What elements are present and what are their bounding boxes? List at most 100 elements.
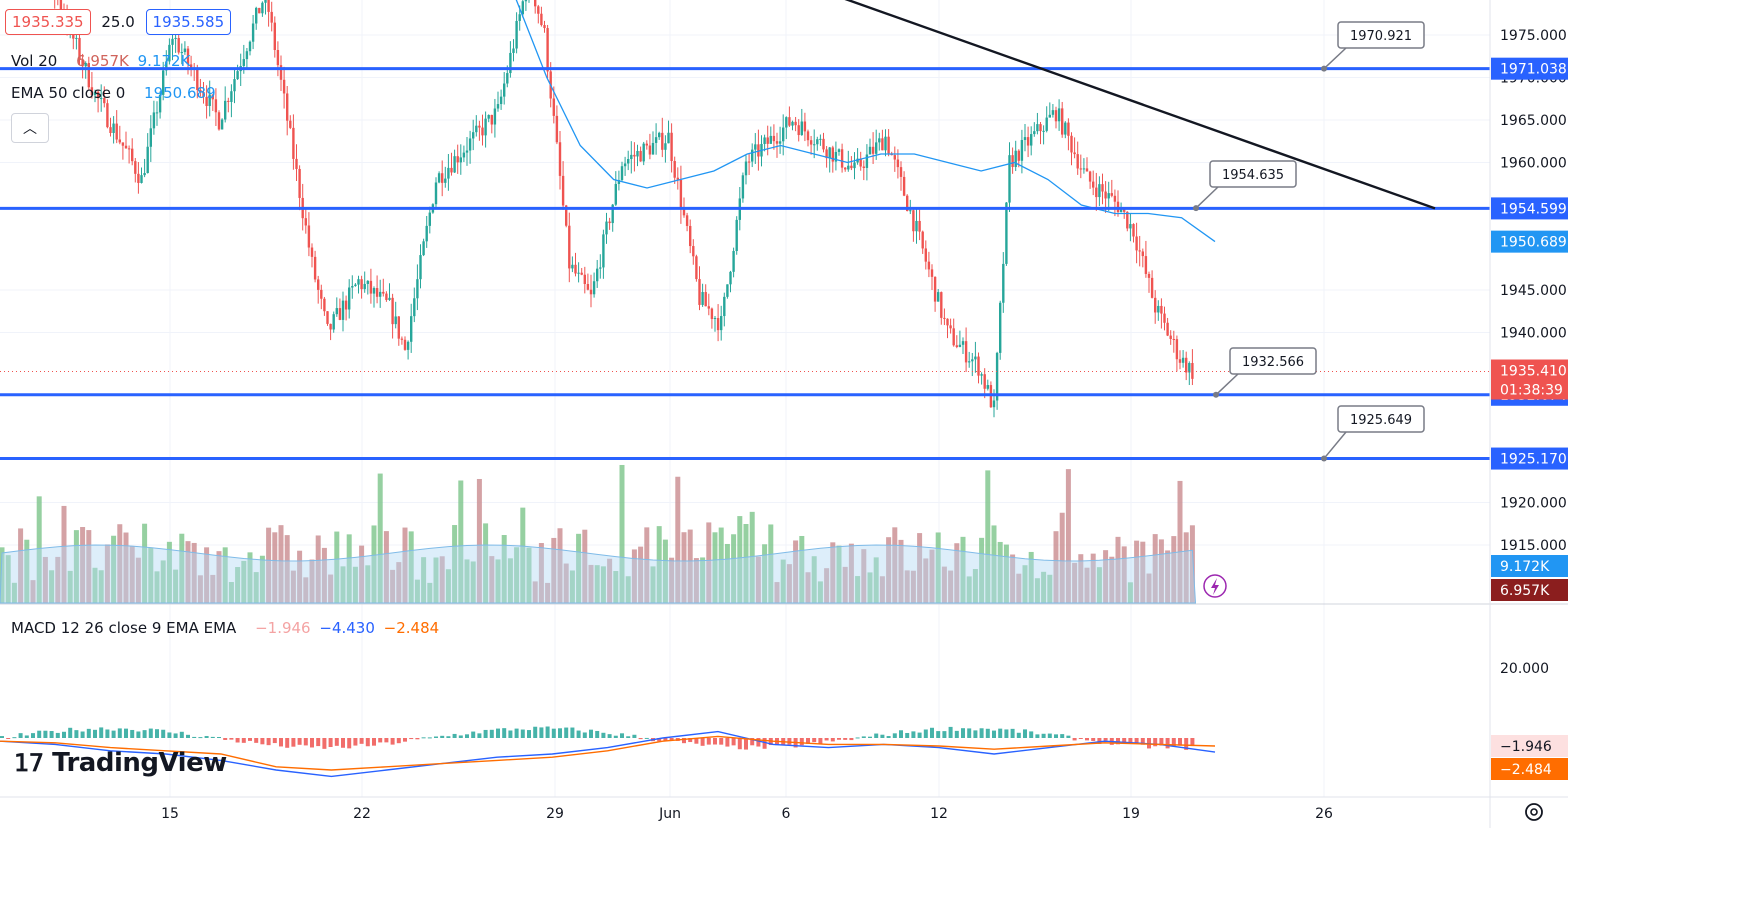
candle-body <box>115 123 118 140</box>
candle-body <box>933 276 937 302</box>
time-axis[interactable]: 15 22 29 Jun 6 12 19 26 <box>161 806 1333 822</box>
candle-body <box>1061 108 1064 135</box>
macd-hist-bar <box>409 738 414 740</box>
candle <box>642 141 645 166</box>
candle <box>1095 172 1098 211</box>
candle-body <box>1129 224 1132 229</box>
candle <box>918 209 921 241</box>
candle <box>763 134 766 152</box>
candle-body <box>800 121 803 136</box>
candle-body <box>692 246 695 257</box>
candle-body <box>242 59 245 67</box>
lightning-icon[interactable] <box>1203 574 1227 598</box>
candle-body <box>605 221 608 235</box>
bid-price[interactable]: 1935.335 <box>5 9 91 35</box>
volume-bar <box>966 576 972 603</box>
macd-hist-bar <box>483 729 488 738</box>
volume-bar <box>538 543 544 603</box>
candle <box>146 133 149 174</box>
candle <box>205 85 208 119</box>
candle-body <box>462 152 466 158</box>
candle-body <box>351 286 354 288</box>
candle-body <box>1119 209 1123 212</box>
candle-body <box>220 119 224 130</box>
time-tick-label: 19 <box>1122 806 1140 822</box>
candle-body <box>140 175 143 183</box>
candle-body <box>90 87 94 96</box>
candle <box>385 291 388 302</box>
time-tick-label: 22 <box>353 806 371 822</box>
candle <box>1070 132 1073 166</box>
macd-hist-bar <box>452 733 457 738</box>
macd-hist-bar <box>378 738 383 743</box>
candle-body <box>323 298 326 312</box>
candle <box>971 352 974 377</box>
macd-hist-bar <box>750 738 755 746</box>
volume-tag: 6.957K <box>1491 579 1568 601</box>
volume-bar <box>228 582 234 603</box>
candle-body <box>689 225 692 247</box>
candle <box>692 239 695 265</box>
volume-ma-tag-bg <box>1491 555 1568 577</box>
candle <box>968 351 971 368</box>
candle <box>961 337 965 355</box>
candle <box>493 98 497 138</box>
ask-price[interactable]: 1935.585 <box>145 9 232 35</box>
candle-body <box>1150 277 1154 298</box>
candle-body <box>912 210 915 232</box>
volume-bar <box>290 570 296 603</box>
collapse-legend-button[interactable]: ︿ <box>11 113 49 143</box>
candle-body <box>509 52 512 74</box>
callout-label: 1970.921 <box>1350 29 1412 44</box>
volume-bar <box>514 547 520 603</box>
candle <box>341 291 345 332</box>
candle-body <box>286 93 289 121</box>
macd-hist-bar <box>99 727 104 738</box>
candle-body <box>335 308 338 315</box>
candle-body <box>971 359 974 362</box>
candle-body <box>555 115 559 143</box>
macd-hist-bar <box>1103 738 1108 741</box>
candle-body <box>828 147 831 159</box>
trendline[interactable] <box>815 0 1436 210</box>
candle-body <box>816 139 819 145</box>
candle-body <box>754 144 757 150</box>
candle-body <box>137 173 140 183</box>
candle-body <box>918 220 921 232</box>
candle-body <box>1175 339 1179 360</box>
horizontal-levels[interactable] <box>0 67 1490 461</box>
candle-body <box>472 132 475 139</box>
macd-hist-bar <box>130 729 135 738</box>
candle-body <box>251 23 255 42</box>
candle <box>704 284 707 307</box>
macd-hist-bar <box>936 731 941 738</box>
candle-body <box>1092 181 1095 188</box>
candle <box>608 217 611 230</box>
candle-body <box>1036 124 1039 132</box>
price-chart[interactable]: 1970.921 1954.635 1932.566 1925.649 1975.00… <box>0 0 1568 828</box>
candle <box>1147 271 1151 293</box>
candle-body <box>468 138 472 151</box>
candle-body <box>261 2 264 14</box>
candle <box>943 308 946 326</box>
candle <box>1088 170 1092 189</box>
candle <box>865 144 869 181</box>
candle-body <box>1051 110 1055 115</box>
volume-bar <box>600 566 606 603</box>
macd-hist-bar <box>142 730 147 738</box>
volume-bar <box>123 532 129 603</box>
candle-body <box>171 38 174 45</box>
volume-bar <box>36 496 42 603</box>
settings-gear-icon[interactable] <box>1525 803 1543 821</box>
candle-body <box>946 318 949 326</box>
signal-tag-bg <box>1491 758 1568 780</box>
candle-body <box>236 71 239 80</box>
candle-body <box>369 280 373 294</box>
tradingview-logo[interactable]: 𝟣𝟩 TradingView <box>14 748 227 778</box>
candle <box>267 0 270 27</box>
macd-hist-bar <box>254 738 259 743</box>
candle <box>441 160 444 197</box>
candle <box>698 266 701 311</box>
candle <box>713 316 717 332</box>
price-callouts[interactable]: 1970.921 1954.635 1932.566 1925.649 <box>1193 21 1425 462</box>
